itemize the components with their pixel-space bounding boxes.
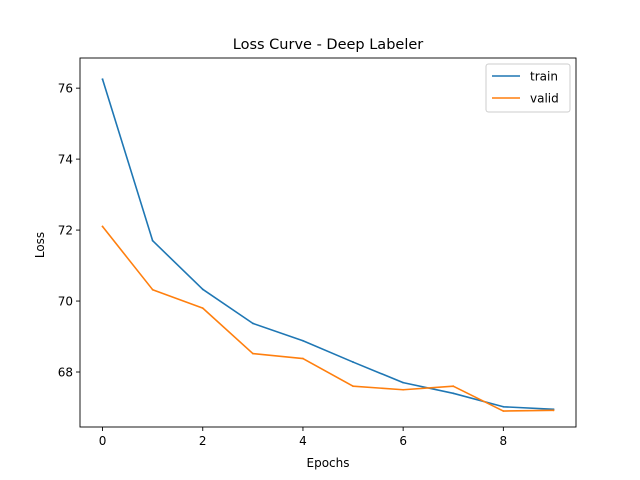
x-tick-label-4: 4: [299, 434, 307, 448]
data-point-valid-2: [201, 307, 204, 310]
y-tick-label-72: 72: [58, 224, 73, 238]
axes-frame: [79, 57, 577, 428]
data-point-train-6: [402, 381, 405, 384]
series-line-valid: [101, 225, 555, 412]
data-point-valid-8: [502, 410, 505, 412]
data-point-train-8: [502, 405, 505, 408]
data-point-valid-4: [302, 357, 304, 360]
data-point-train-0: [101, 78, 104, 81]
data-point-valid-5: [352, 385, 354, 388]
data-point-valid-9: [552, 409, 555, 412]
data-point-train-7: [452, 392, 455, 395]
x-tick-label-0: 0: [99, 434, 107, 448]
series-line-train: [101, 78, 555, 411]
legend-label-train: train: [530, 70, 558, 84]
x-tick-label-6: 6: [399, 434, 407, 448]
data-point-valid-6: [402, 388, 405, 391]
data-point-train-5: [352, 361, 354, 363]
data-point-valid-1: [151, 288, 154, 291]
x-tick-label-8: 8: [500, 434, 508, 448]
y-tick-label-76: 76: [58, 82, 73, 96]
data-point-train-1: [151, 239, 154, 242]
data-point-valid-3: [251, 352, 254, 355]
y-tick-label-70: 70: [58, 295, 73, 309]
x-tick-label-2: 2: [199, 434, 207, 448]
x-axis-label: Epochs: [307, 456, 350, 470]
legend: train valid: [485, 63, 571, 113]
y-tick-label-68: 68: [58, 366, 73, 380]
legend-label-valid: valid: [530, 92, 559, 106]
data-point-train-3: [251, 322, 254, 325]
data-point-train-2: [201, 288, 204, 291]
y-axis-label: Loss: [33, 232, 47, 258]
data-point-valid-0: [101, 225, 104, 228]
data-point-train-4: [302, 339, 304, 342]
data-point-valid-7: [452, 385, 455, 388]
chart-title: Loss Curve - Deep Labeler: [233, 37, 423, 53]
y-tick-label-74: 74: [58, 153, 73, 167]
